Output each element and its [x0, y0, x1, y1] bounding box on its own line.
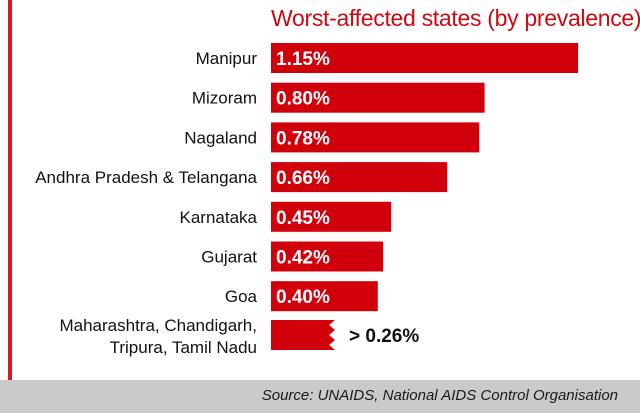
- bar: [271, 241, 384, 272]
- bar: [271, 201, 392, 232]
- accent-rule: [8, 0, 12, 380]
- category-label: Karnataka: [180, 208, 258, 227]
- value-label: 1.15%: [276, 49, 330, 70]
- category-label: Maharashtra, Chandigarh, Tripura, Tamil N…: [59, 316, 257, 357]
- bar: [271, 82, 485, 113]
- value-label: 0.40%: [276, 287, 330, 308]
- category-label: Nagaland: [184, 128, 257, 147]
- bar: [271, 320, 335, 350]
- footer: Source: UNAIDS, National AIDS Control Or…: [0, 380, 640, 413]
- bar: [271, 122, 480, 153]
- value-label: 0.66%: [276, 168, 330, 189]
- value-label: 0.80%: [276, 89, 330, 110]
- source-note: Source: UNAIDS, National AIDS Control Or…: [261, 387, 618, 404]
- value-label: 0.42%: [276, 248, 330, 269]
- bar: [271, 162, 448, 193]
- value-label: > 0.26%: [349, 326, 419, 347]
- bar: [271, 43, 579, 73]
- category-label: Mizoram: [192, 89, 257, 108]
- category-label: Andhra Pradesh & Telangana: [35, 168, 257, 187]
- bar-chart: Manipur 1.15% Mizoram 0.80% Nagaland 0.78% And…: [35, 43, 579, 357]
- category-label: Manipur: [196, 49, 258, 68]
- bar: [271, 281, 378, 312]
- category-label: Gujarat: [201, 248, 257, 267]
- chart-title: Worst-affected states (by prevalence): [271, 5, 640, 31]
- value-label: 0.78%: [276, 128, 330, 149]
- category-label: Goa: [225, 287, 258, 306]
- value-label: 0.45%: [276, 208, 330, 229]
